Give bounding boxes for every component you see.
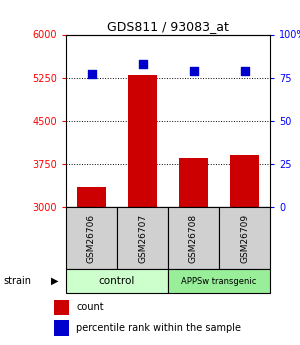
Bar — [66, 207, 117, 269]
Text: count: count — [76, 303, 104, 313]
Bar — [53, 320, 69, 336]
Text: percentile rank within the sample: percentile rank within the sample — [76, 323, 242, 333]
Title: GDS811 / 93083_at: GDS811 / 93083_at — [107, 20, 229, 33]
Text: ▶: ▶ — [51, 276, 59, 286]
Point — [242, 68, 247, 73]
Point — [140, 61, 145, 67]
Bar — [128, 75, 157, 207]
Text: GSM26708: GSM26708 — [189, 214, 198, 263]
Bar — [53, 299, 69, 315]
Bar — [219, 207, 270, 269]
Point — [89, 71, 94, 77]
Text: strain: strain — [3, 276, 31, 286]
Text: GSM26707: GSM26707 — [138, 214, 147, 263]
Bar — [117, 207, 168, 269]
Bar — [66, 269, 168, 293]
Bar — [168, 269, 270, 293]
Point — [191, 68, 196, 73]
Bar — [168, 207, 219, 269]
Bar — [230, 155, 259, 207]
Text: control: control — [99, 276, 135, 286]
Text: GSM26709: GSM26709 — [240, 214, 249, 263]
Bar — [77, 187, 106, 207]
Bar — [179, 158, 208, 207]
Text: GSM26706: GSM26706 — [87, 214, 96, 263]
Text: APPSw transgenic: APPSw transgenic — [181, 277, 257, 286]
